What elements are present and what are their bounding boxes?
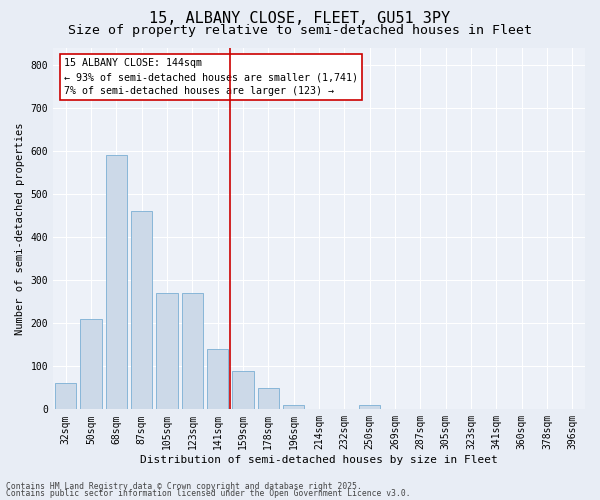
- Bar: [156, 293, 178, 410]
- Bar: [257, 388, 279, 409]
- X-axis label: Distribution of semi-detached houses by size in Fleet: Distribution of semi-detached houses by …: [140, 455, 498, 465]
- Bar: [232, 370, 254, 410]
- Bar: [359, 405, 380, 409]
- Bar: [283, 405, 304, 409]
- Text: Contains public sector information licensed under the Open Government Licence v3: Contains public sector information licen…: [6, 489, 410, 498]
- Bar: [207, 349, 229, 410]
- Text: Size of property relative to semi-detached houses in Fleet: Size of property relative to semi-detach…: [68, 24, 532, 37]
- Text: 15, ALBANY CLOSE, FLEET, GU51 3PY: 15, ALBANY CLOSE, FLEET, GU51 3PY: [149, 11, 451, 26]
- Text: 15 ALBANY CLOSE: 144sqm
← 93% of semi-detached houses are smaller (1,741)
7% of : 15 ALBANY CLOSE: 144sqm ← 93% of semi-de…: [64, 58, 358, 96]
- Bar: [55, 384, 76, 409]
- Y-axis label: Number of semi-detached properties: Number of semi-detached properties: [15, 122, 25, 334]
- Bar: [80, 319, 102, 410]
- Bar: [182, 293, 203, 410]
- Bar: [106, 155, 127, 409]
- Bar: [131, 211, 152, 410]
- Text: Contains HM Land Registry data © Crown copyright and database right 2025.: Contains HM Land Registry data © Crown c…: [6, 482, 362, 491]
